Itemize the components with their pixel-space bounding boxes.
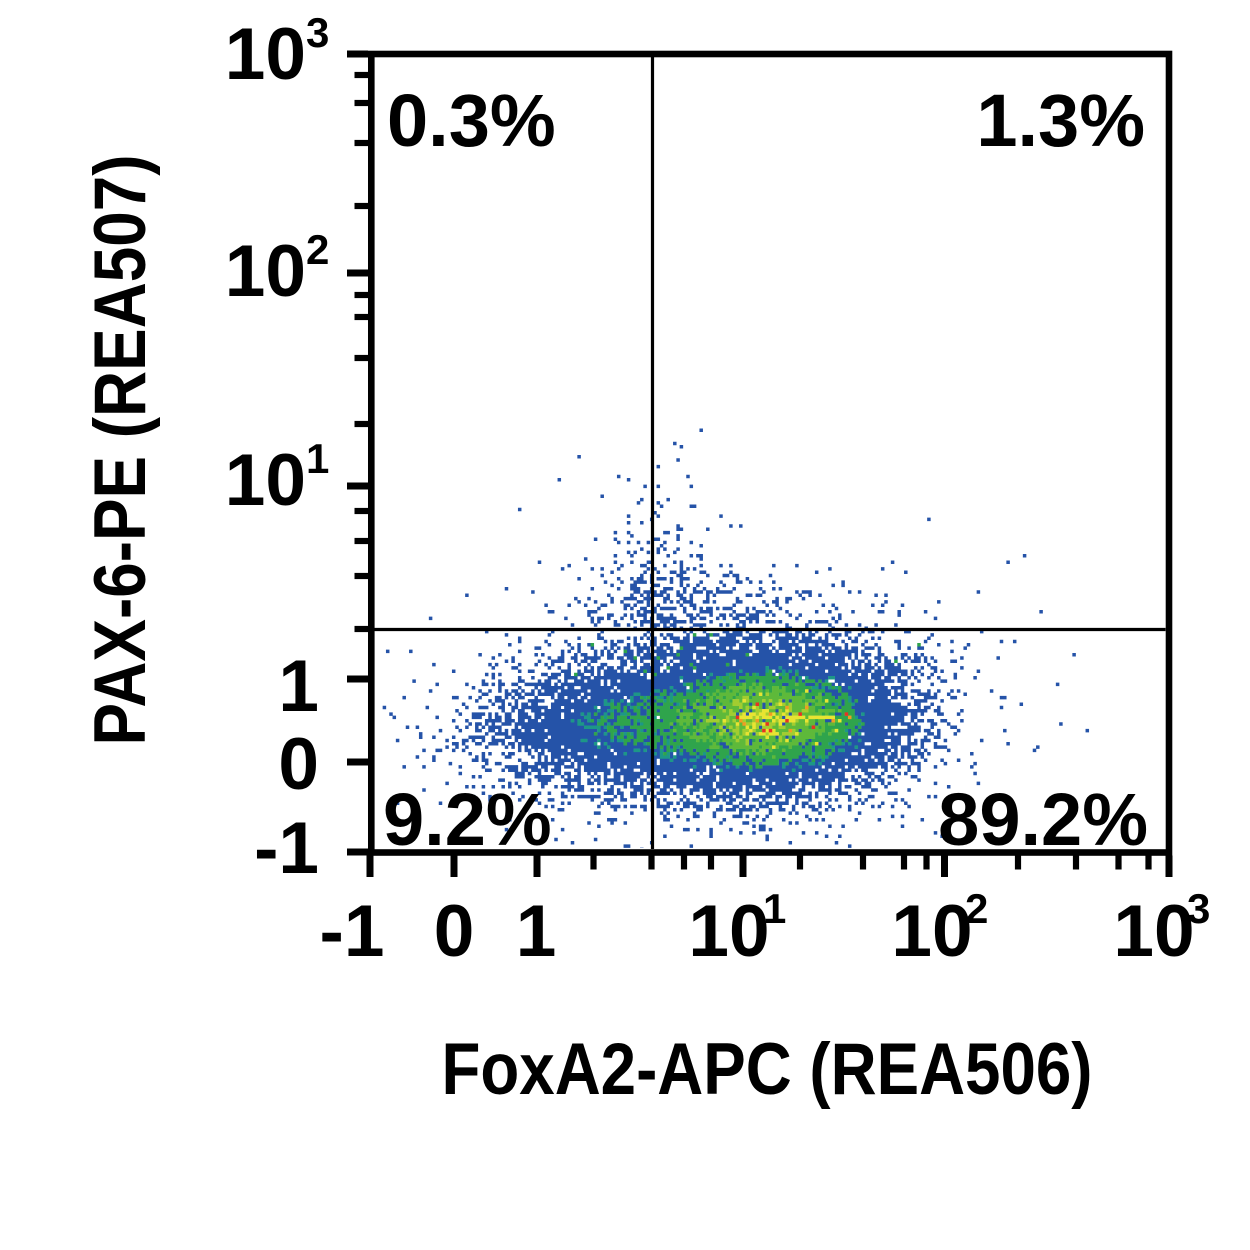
svg-text:1: 1 (763, 885, 786, 932)
svg-text:0: 0 (278, 724, 319, 805)
svg-text:10: 10 (1113, 891, 1194, 972)
svg-text:10: 10 (225, 440, 306, 521)
svg-text:FoxA2-APC (REA506): FoxA2-APC (REA506) (442, 1029, 1093, 1110)
svg-text:9.2%: 9.2% (383, 778, 552, 861)
svg-text:0.3%: 0.3% (387, 79, 556, 162)
svg-text:10: 10 (225, 14, 306, 95)
svg-text:0: 0 (434, 891, 475, 972)
svg-text:10: 10 (688, 891, 769, 972)
svg-text:3: 3 (306, 9, 329, 56)
svg-text:-1: -1 (320, 891, 385, 972)
svg-text:1: 1 (306, 435, 329, 482)
svg-text:89.2%: 89.2% (938, 778, 1148, 861)
svg-text:PAX-6-PE (REA507): PAX-6-PE (REA507) (80, 155, 161, 746)
svg-text:3: 3 (1187, 885, 1210, 932)
svg-text:1: 1 (516, 891, 557, 972)
svg-text:2: 2 (306, 226, 329, 273)
svg-text:1: 1 (278, 646, 319, 727)
svg-text:2: 2 (965, 885, 988, 932)
svg-text:1.3%: 1.3% (976, 79, 1145, 162)
svg-text:10: 10 (225, 231, 306, 312)
svg-text:10: 10 (891, 891, 972, 972)
svg-text:-1: -1 (254, 808, 319, 889)
